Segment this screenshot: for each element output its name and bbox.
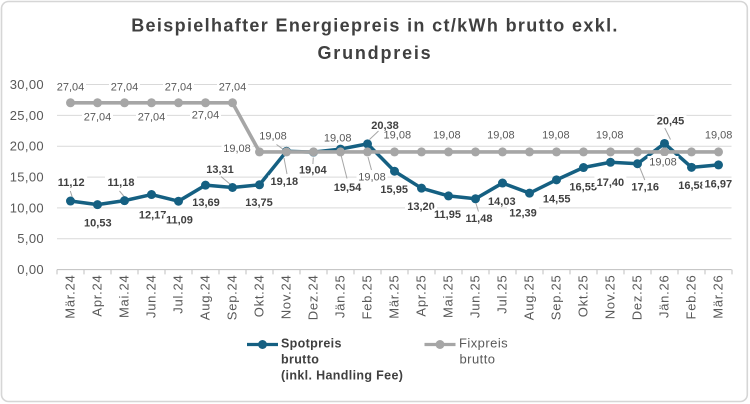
svg-text:27,04: 27,04 [111, 82, 139, 94]
svg-text:20,00: 20,00 [10, 139, 44, 154]
svg-text:19,08: 19,08 [433, 129, 461, 141]
svg-text:16,55: 16,55 [569, 181, 597, 193]
svg-text:27,04: 27,04 [192, 110, 220, 122]
svg-text:11,95: 11,95 [434, 209, 461, 221]
svg-text:17,16: 17,16 [631, 181, 659, 193]
svg-text:19,08: 19,08 [358, 172, 386, 184]
svg-text:16,97: 16,97 [705, 178, 733, 190]
svg-text:19,08: 19,08 [384, 129, 412, 141]
svg-text:Mai.24: Mai.24 [117, 275, 132, 319]
svg-text:10,53: 10,53 [84, 218, 112, 230]
svg-text:27,04: 27,04 [165, 82, 193, 94]
svg-text:Dez.25: Dez.25 [630, 275, 645, 321]
svg-text:Jän.25: Jän.25 [333, 275, 348, 319]
svg-text:16,58: 16,58 [678, 180, 706, 192]
svg-text:Jun.24: Jun.24 [144, 275, 159, 319]
svg-text:27,04: 27,04 [84, 112, 112, 124]
svg-text:11,48: 11,48 [466, 213, 493, 225]
svg-text:19,08: 19,08 [649, 157, 677, 169]
svg-text:5,00: 5,00 [17, 231, 44, 246]
svg-text:13,69: 13,69 [192, 197, 220, 209]
svg-text:15,95: 15,95 [380, 184, 408, 196]
svg-text:Apr.24: Apr.24 [90, 275, 105, 317]
svg-text:Apr.25: Apr.25 [414, 275, 429, 317]
svg-text:Grundpreis: Grundpreis [317, 43, 432, 63]
svg-text:13,20: 13,20 [407, 201, 435, 213]
svg-text:27,04: 27,04 [57, 82, 85, 94]
svg-text:19,08: 19,08 [705, 129, 733, 141]
svg-text:Feb.25: Feb.25 [360, 275, 375, 320]
svg-text:Sep.25: Sep.25 [549, 275, 564, 321]
svg-text:11,09: 11,09 [166, 215, 193, 227]
svg-text:12,17: 12,17 [139, 210, 167, 222]
svg-text:Jän.26: Jän.26 [657, 275, 672, 319]
svg-text:Jul.24: Jul.24 [171, 275, 186, 314]
svg-text:Jul.25: Jul.25 [495, 275, 510, 314]
svg-text:15,00: 15,00 [10, 169, 44, 184]
svg-text:Aug.25: Aug.25 [522, 275, 537, 321]
svg-text:20,38: 20,38 [371, 120, 399, 132]
svg-text:20,45: 20,45 [657, 116, 685, 128]
svg-text:Feb.26: Feb.26 [684, 275, 699, 320]
svg-text:19,08: 19,08 [259, 130, 287, 142]
svg-text:(inkl. Handling Fee): (inkl. Handling Fee) [281, 369, 403, 383]
svg-text:11,12: 11,12 [58, 177, 85, 189]
svg-text:Dez.24: Dez.24 [306, 275, 321, 321]
svg-text:19,08: 19,08 [487, 129, 515, 141]
svg-text:27,04: 27,04 [219, 82, 247, 94]
svg-text:Jun.25: Jun.25 [468, 275, 483, 319]
svg-text:30,00: 30,00 [10, 77, 44, 92]
svg-text:Spotpreis: Spotpreis [281, 337, 342, 351]
svg-text:19,18: 19,18 [271, 176, 299, 188]
svg-text:19,08: 19,08 [596, 129, 624, 141]
svg-text:14,03: 14,03 [488, 196, 516, 208]
svg-text:Nov.24: Nov.24 [279, 275, 294, 320]
svg-text:Mär.24: Mär.24 [63, 275, 78, 319]
svg-text:19,08: 19,08 [542, 129, 570, 141]
svg-text:12,39: 12,39 [509, 207, 537, 219]
svg-text:Fixpreis: Fixpreis [459, 336, 508, 351]
svg-text:brutto: brutto [281, 353, 319, 367]
svg-text:Mai.25: Mai.25 [441, 275, 456, 319]
svg-text:0,00: 0,00 [17, 262, 44, 277]
svg-text:25,00: 25,00 [10, 108, 44, 123]
svg-text:13,75: 13,75 [245, 197, 273, 209]
svg-text:19,04: 19,04 [299, 165, 327, 177]
svg-text:Mär.25: Mär.25 [387, 275, 402, 319]
svg-text:19,08: 19,08 [223, 143, 251, 155]
svg-text:Nov.25: Nov.25 [603, 275, 618, 320]
svg-text:Mär.26: Mär.26 [711, 275, 726, 319]
svg-text:Okt.24: Okt.24 [252, 275, 267, 318]
svg-text:19,54: 19,54 [334, 182, 362, 194]
svg-text:Beispielhafter Energiepreis in: Beispielhafter Energiepreis in ct/kWh br… [131, 15, 619, 35]
svg-text:Aug.24: Aug.24 [198, 275, 213, 321]
svg-text:27,04: 27,04 [138, 112, 166, 124]
svg-text:Okt.25: Okt.25 [576, 275, 591, 318]
svg-text:11,18: 11,18 [108, 177, 135, 189]
svg-text:17,40: 17,40 [597, 177, 625, 189]
svg-text:19,08: 19,08 [324, 133, 352, 145]
svg-text:14,55: 14,55 [543, 194, 571, 206]
svg-text:13,31: 13,31 [206, 164, 234, 176]
svg-text:brutto: brutto [460, 352, 496, 367]
svg-text:Sep.24: Sep.24 [225, 275, 240, 321]
svg-text:10,00: 10,00 [10, 200, 44, 215]
